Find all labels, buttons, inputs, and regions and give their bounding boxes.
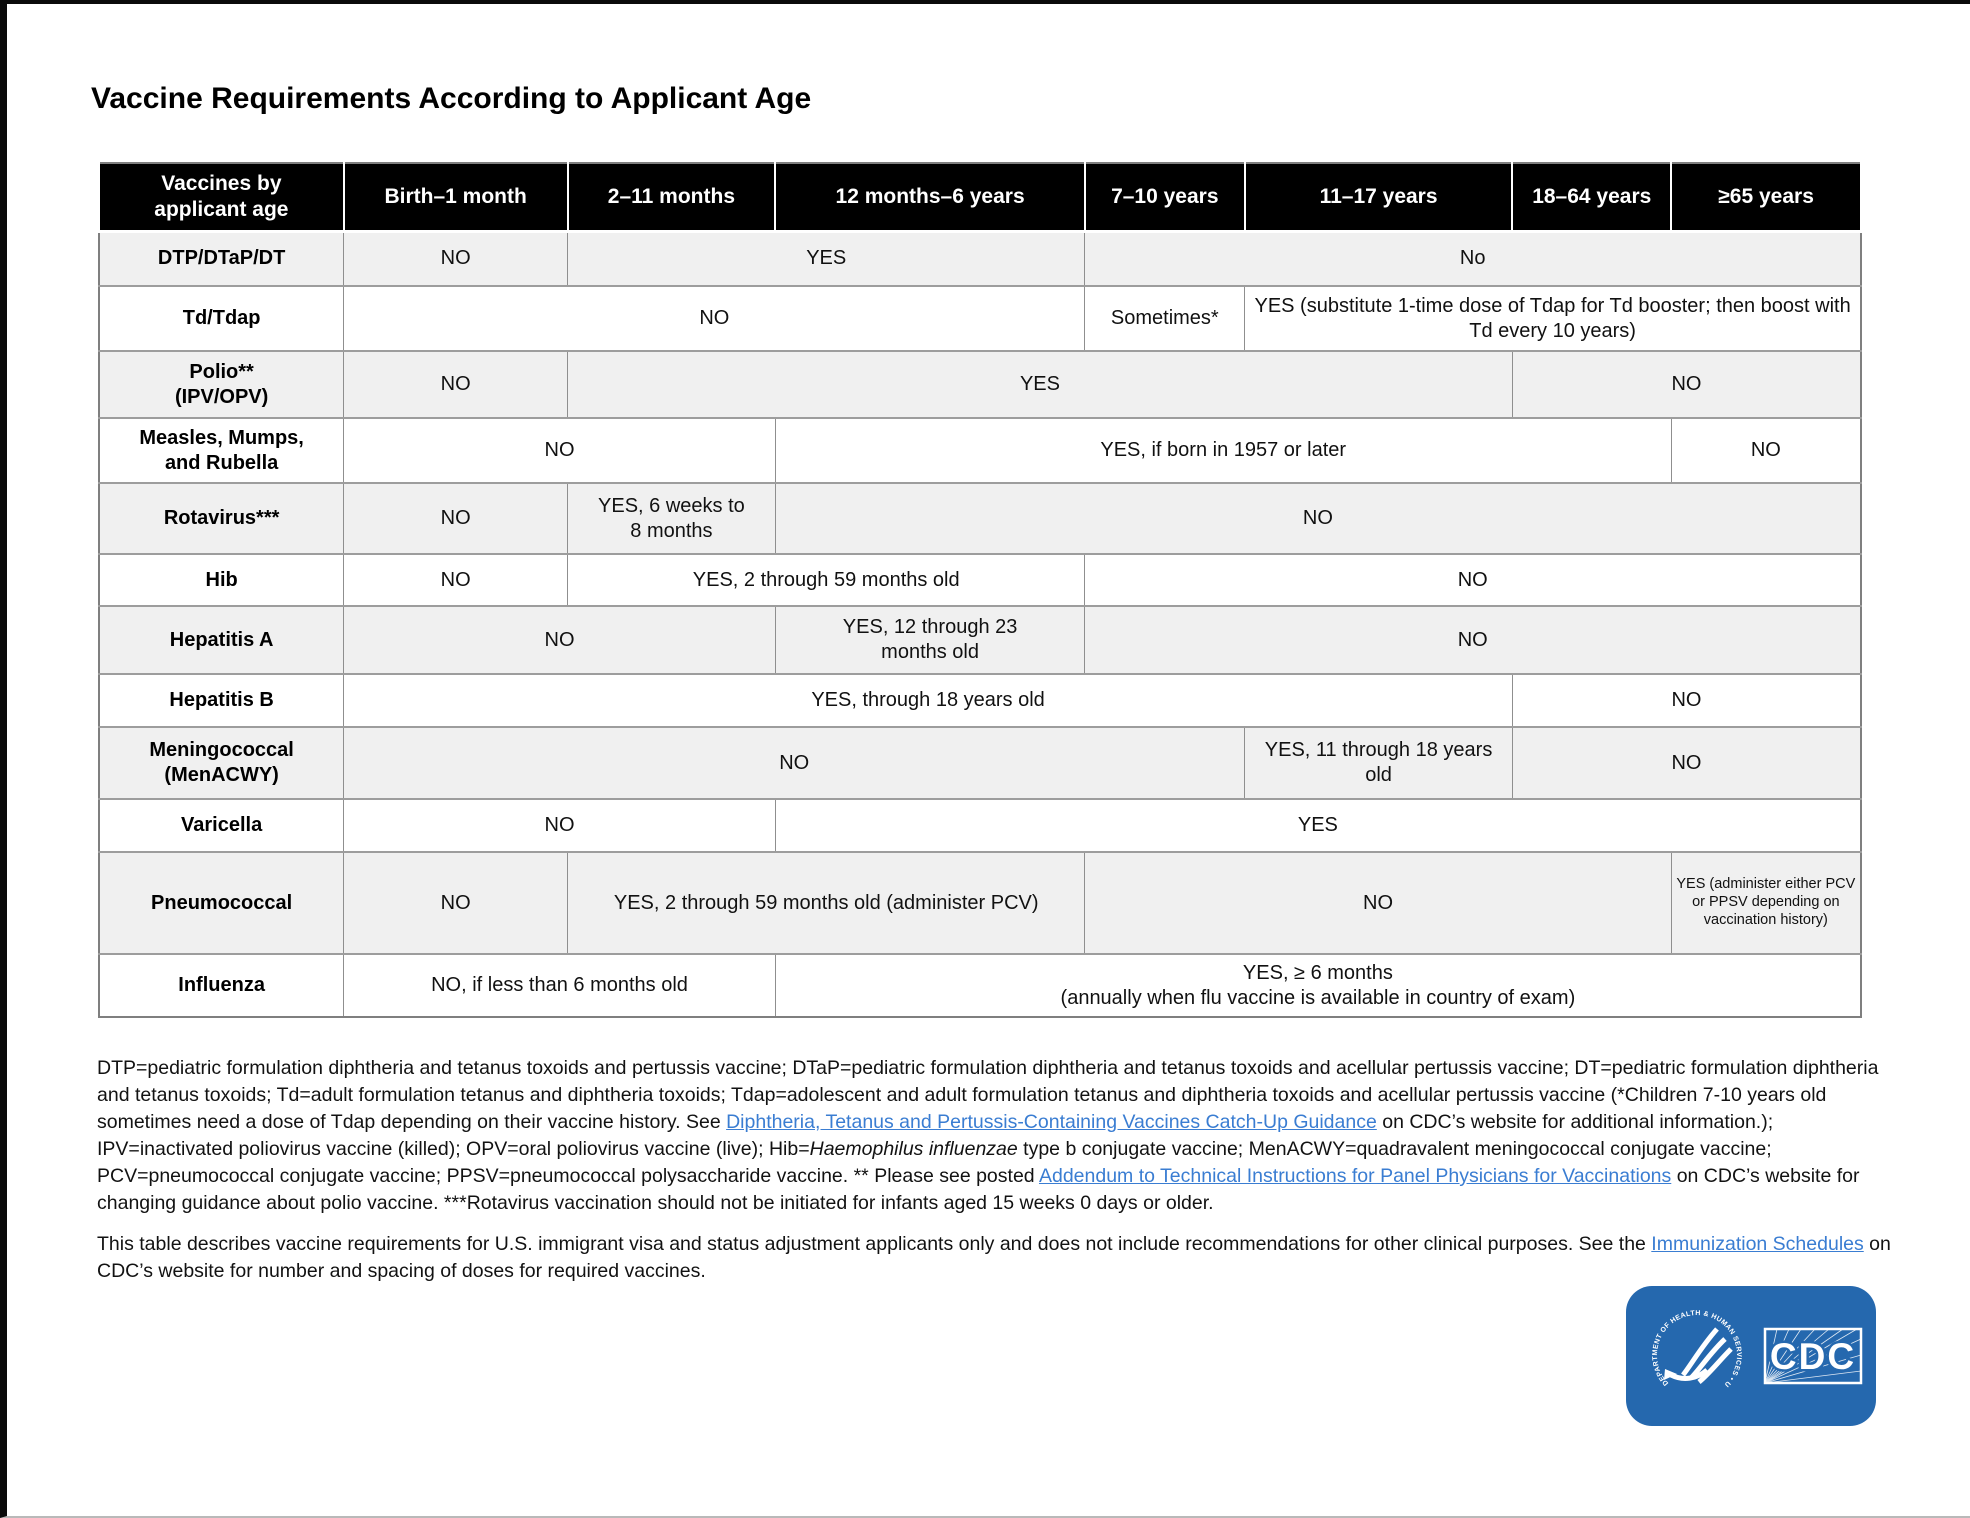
requirement-cell: NO	[343, 230, 569, 287]
requirement-cell: YES, through 18 years old	[343, 673, 1513, 728]
requirement-cell: NO	[343, 350, 569, 419]
table-row: DTP/DTaP/DT NO YES No	[98, 230, 1862, 287]
vaccine-row-label: Pneumococcal	[98, 851, 345, 955]
vaccine-row-label: Hepatitis A	[98, 605, 345, 675]
vaccine-row-label: Hib	[98, 553, 345, 607]
requirement-cell: YES, 2 through 59 months old (administer…	[567, 851, 1086, 955]
cdc-logo-graphic: DEPARTMENT OF HEALTH & HUMAN SERVICES • …	[1622, 1280, 1876, 1426]
hhs-eagle-icon	[1669, 1327, 1733, 1384]
requirement-cell: NO	[343, 553, 569, 607]
requirement-cell: NO, if less than 6 months old	[343, 953, 776, 1018]
requirement-cell: NO	[1511, 726, 1862, 800]
vaccine-requirements-table: Vaccines by applicant age Birth–1 month 2–…	[98, 162, 1862, 1018]
footnote-text: DTP=pediatric formulation diphtheria and…	[97, 1057, 1879, 1133]
requirement-cell: NO	[1084, 851, 1672, 955]
requirement-cell: NO	[774, 482, 1862, 555]
footnote-text: on CDC’s website for number and spacing …	[97, 1233, 1891, 1282]
requirement-cell: YES, ≥ 6 months (annually when flu vacci…	[774, 953, 1862, 1018]
table-row: Td/Tdap NO Sometimes* YES (substitute 1-tim…	[98, 285, 1862, 352]
requirement-cell: NO	[343, 482, 569, 555]
table-row: Measles, Mumps, and Rubella NO YES, if bor…	[98, 417, 1862, 484]
column-header: 7–10 years	[1083, 163, 1246, 233]
requirement-cell: YES (substitute 1-time dose of Tdap for …	[1244, 285, 1862, 352]
table-header: Vaccines by applicant age Birth–1 month 2–…	[98, 163, 1862, 233]
requirement-cell: No	[1084, 230, 1862, 287]
vaccine-row-label: Rotavirus***	[98, 482, 345, 555]
column-header: 12 months–6 years	[774, 163, 1086, 233]
requirement-cell: YES, if born in 1957 or later	[774, 417, 1672, 484]
vaccine-row-label: Hepatitis B	[98, 673, 345, 728]
column-header: Birth–1 month	[342, 163, 569, 233]
table-row: Influenza NO, if less than 6 months old YE…	[98, 953, 1862, 1018]
hhs-eagle-head-icon	[1664, 1369, 1677, 1380]
cdc-wordmark: CDC	[1770, 1336, 1856, 1377]
footnote-text: on CDC’s website for additional informat…	[97, 1111, 1774, 1160]
cdc-hhs-logo: DEPARTMENT OF HEALTH & HUMAN SERVICES • …	[1622, 1280, 1877, 1427]
table-row: Rotavirus*** NO YES, 6 weeks to 8 months NO	[98, 482, 1862, 555]
page-title: Vaccine Requirements According to Applic…	[91, 82, 812, 115]
table-row: Polio** (IPV/OPV) NO YES NO	[98, 350, 1862, 419]
vaccine-row-label: Measles, Mumps, and Rubella	[98, 417, 345, 484]
column-header: Vaccines by applicant age	[98, 163, 345, 233]
requirement-cell: NO	[343, 417, 776, 484]
requirement-cell: YES	[567, 230, 1086, 287]
requirement-cell: NO	[343, 851, 569, 955]
requirement-cell: YES, 12 through 23 months old	[774, 605, 1086, 675]
requirement-cell: NO	[1511, 673, 1862, 728]
requirement-cell: YES, 11 through 18 years old	[1244, 726, 1513, 800]
requirement-cell: NO	[1084, 553, 1862, 607]
vaccine-row-label: Meningococcal (MenACWY)	[98, 726, 345, 800]
requirement-cell: YES	[567, 350, 1513, 419]
table-row: Pneumococcal NO YES, 2 through 59 months o…	[98, 851, 1862, 955]
italic-term: Haemophilus influenzae	[809, 1138, 1018, 1160]
footnote-text: type b conjugate vaccine; MenACWY=quadra…	[97, 1138, 1772, 1187]
requirement-cell: NO	[343, 726, 1246, 800]
requirement-cell: YES (administer either PCV or PPSV depen…	[1670, 851, 1862, 955]
table-row: Varicella NO YES	[98, 798, 1862, 853]
vaccine-row-label: Varicella	[98, 798, 345, 853]
column-header: 11–17 years	[1243, 163, 1514, 233]
table-header-row: Vaccines by applicant age Birth–1 month 2–…	[98, 163, 1862, 233]
footnote-link[interactable]: Immunization Schedules	[1651, 1233, 1864, 1255]
requirement-cell: Sometimes*	[1084, 285, 1246, 352]
table-row: Hepatitis B YES, through 18 years old NO	[98, 673, 1862, 728]
requirement-cell: NO	[343, 798, 776, 853]
requirement-cell: NO	[343, 285, 1086, 352]
table-row: Meningococcal (MenACWY) NO YES, 11 through…	[98, 726, 1862, 800]
cdc-box-rays-icon	[1764, 1328, 1862, 1384]
requirement-cell: YES, 6 weeks to 8 months	[567, 482, 776, 555]
table-row: Hepatitis A NO YES, 12 through 23 months o…	[98, 605, 1862, 675]
requirement-cell: NO	[343, 605, 776, 675]
table-row: Hib NO YES, 2 through 59 months old NO	[98, 553, 1862, 607]
footnote-scope: This table describes vaccine requirement…	[97, 1231, 1895, 1285]
logo-background	[1626, 1286, 1876, 1426]
footnote-link[interactable]: Addendum to Technical Instructions for P…	[1038, 1165, 1672, 1187]
vaccine-row-label: Influenza	[98, 953, 345, 1018]
footnote-link[interactable]: Diphtheria, Tetanus and Pertussis-Contai…	[726, 1111, 1377, 1133]
footnote-text: This table describes vaccine requirement…	[97, 1233, 1652, 1255]
requirement-cell: YES, 2 through 59 months old	[567, 553, 1086, 607]
footnote-text: on CDC’s website for changing guidance a…	[97, 1165, 1860, 1214]
vaccine-row-label: Polio** (IPV/OPV)	[98, 350, 345, 419]
vaccine-row-label: Td/Tdap	[98, 285, 345, 352]
requirement-cell: NO	[1670, 417, 1862, 484]
requirement-cell: YES	[774, 798, 1862, 853]
footnote-abbreviations: DTP=pediatric formulation diphtheria and…	[97, 1055, 1895, 1217]
column-header: 2–11 months	[566, 163, 777, 233]
requirement-cell: NO	[1511, 350, 1862, 419]
requirement-cell: NO	[1084, 605, 1862, 675]
vaccine-row-label: DTP/DTaP/DT	[98, 230, 345, 287]
column-header: ≥65 years	[1670, 163, 1862, 233]
column-header: 18–64 years	[1511, 163, 1673, 233]
table-body: DTP/DTaP/DT NO YES No Td/Tdap NO Sometimes* YES…	[98, 230, 1862, 1018]
cdc-box-border	[1763, 1327, 1863, 1385]
